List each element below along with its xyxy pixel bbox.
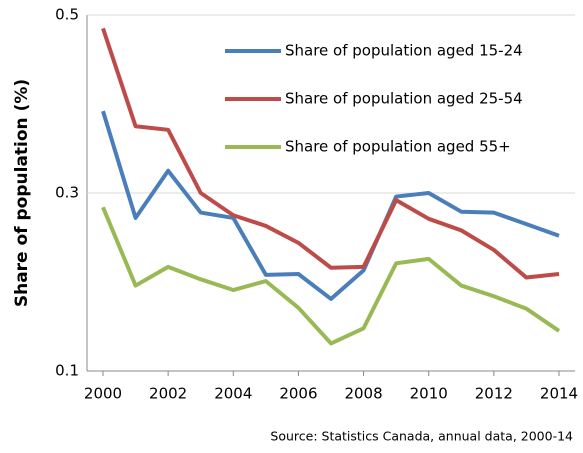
x-tick-label: 2000 — [84, 385, 122, 403]
x-tick-label: 2002 — [149, 385, 187, 403]
x-tick-label: 2004 — [214, 385, 252, 403]
source-note: Source: Statistics Canada, annual data, … — [270, 429, 573, 444]
x-tick-label: 2012 — [475, 385, 513, 403]
x-tick-label: 2006 — [279, 385, 317, 403]
y-axis-label: Share of population (%) — [12, 79, 32, 307]
y-tick-label: 0.5 — [55, 6, 79, 24]
x-tick-label: 2014 — [540, 385, 578, 403]
y-tick-label: 0.3 — [55, 184, 79, 202]
x-tick-label: 2008 — [344, 385, 382, 403]
legend-label: Share of population aged 55+ — [285, 138, 511, 156]
legend-label: Share of population aged 25-54 — [285, 90, 523, 108]
legend-label: Share of population aged 15-24 — [285, 42, 523, 60]
series-line — [101, 27, 560, 280]
y-tick-label: 0.1 — [55, 362, 79, 380]
series-line — [101, 110, 560, 301]
series-line — [101, 206, 561, 346]
x-tick-label: 2010 — [410, 385, 448, 403]
